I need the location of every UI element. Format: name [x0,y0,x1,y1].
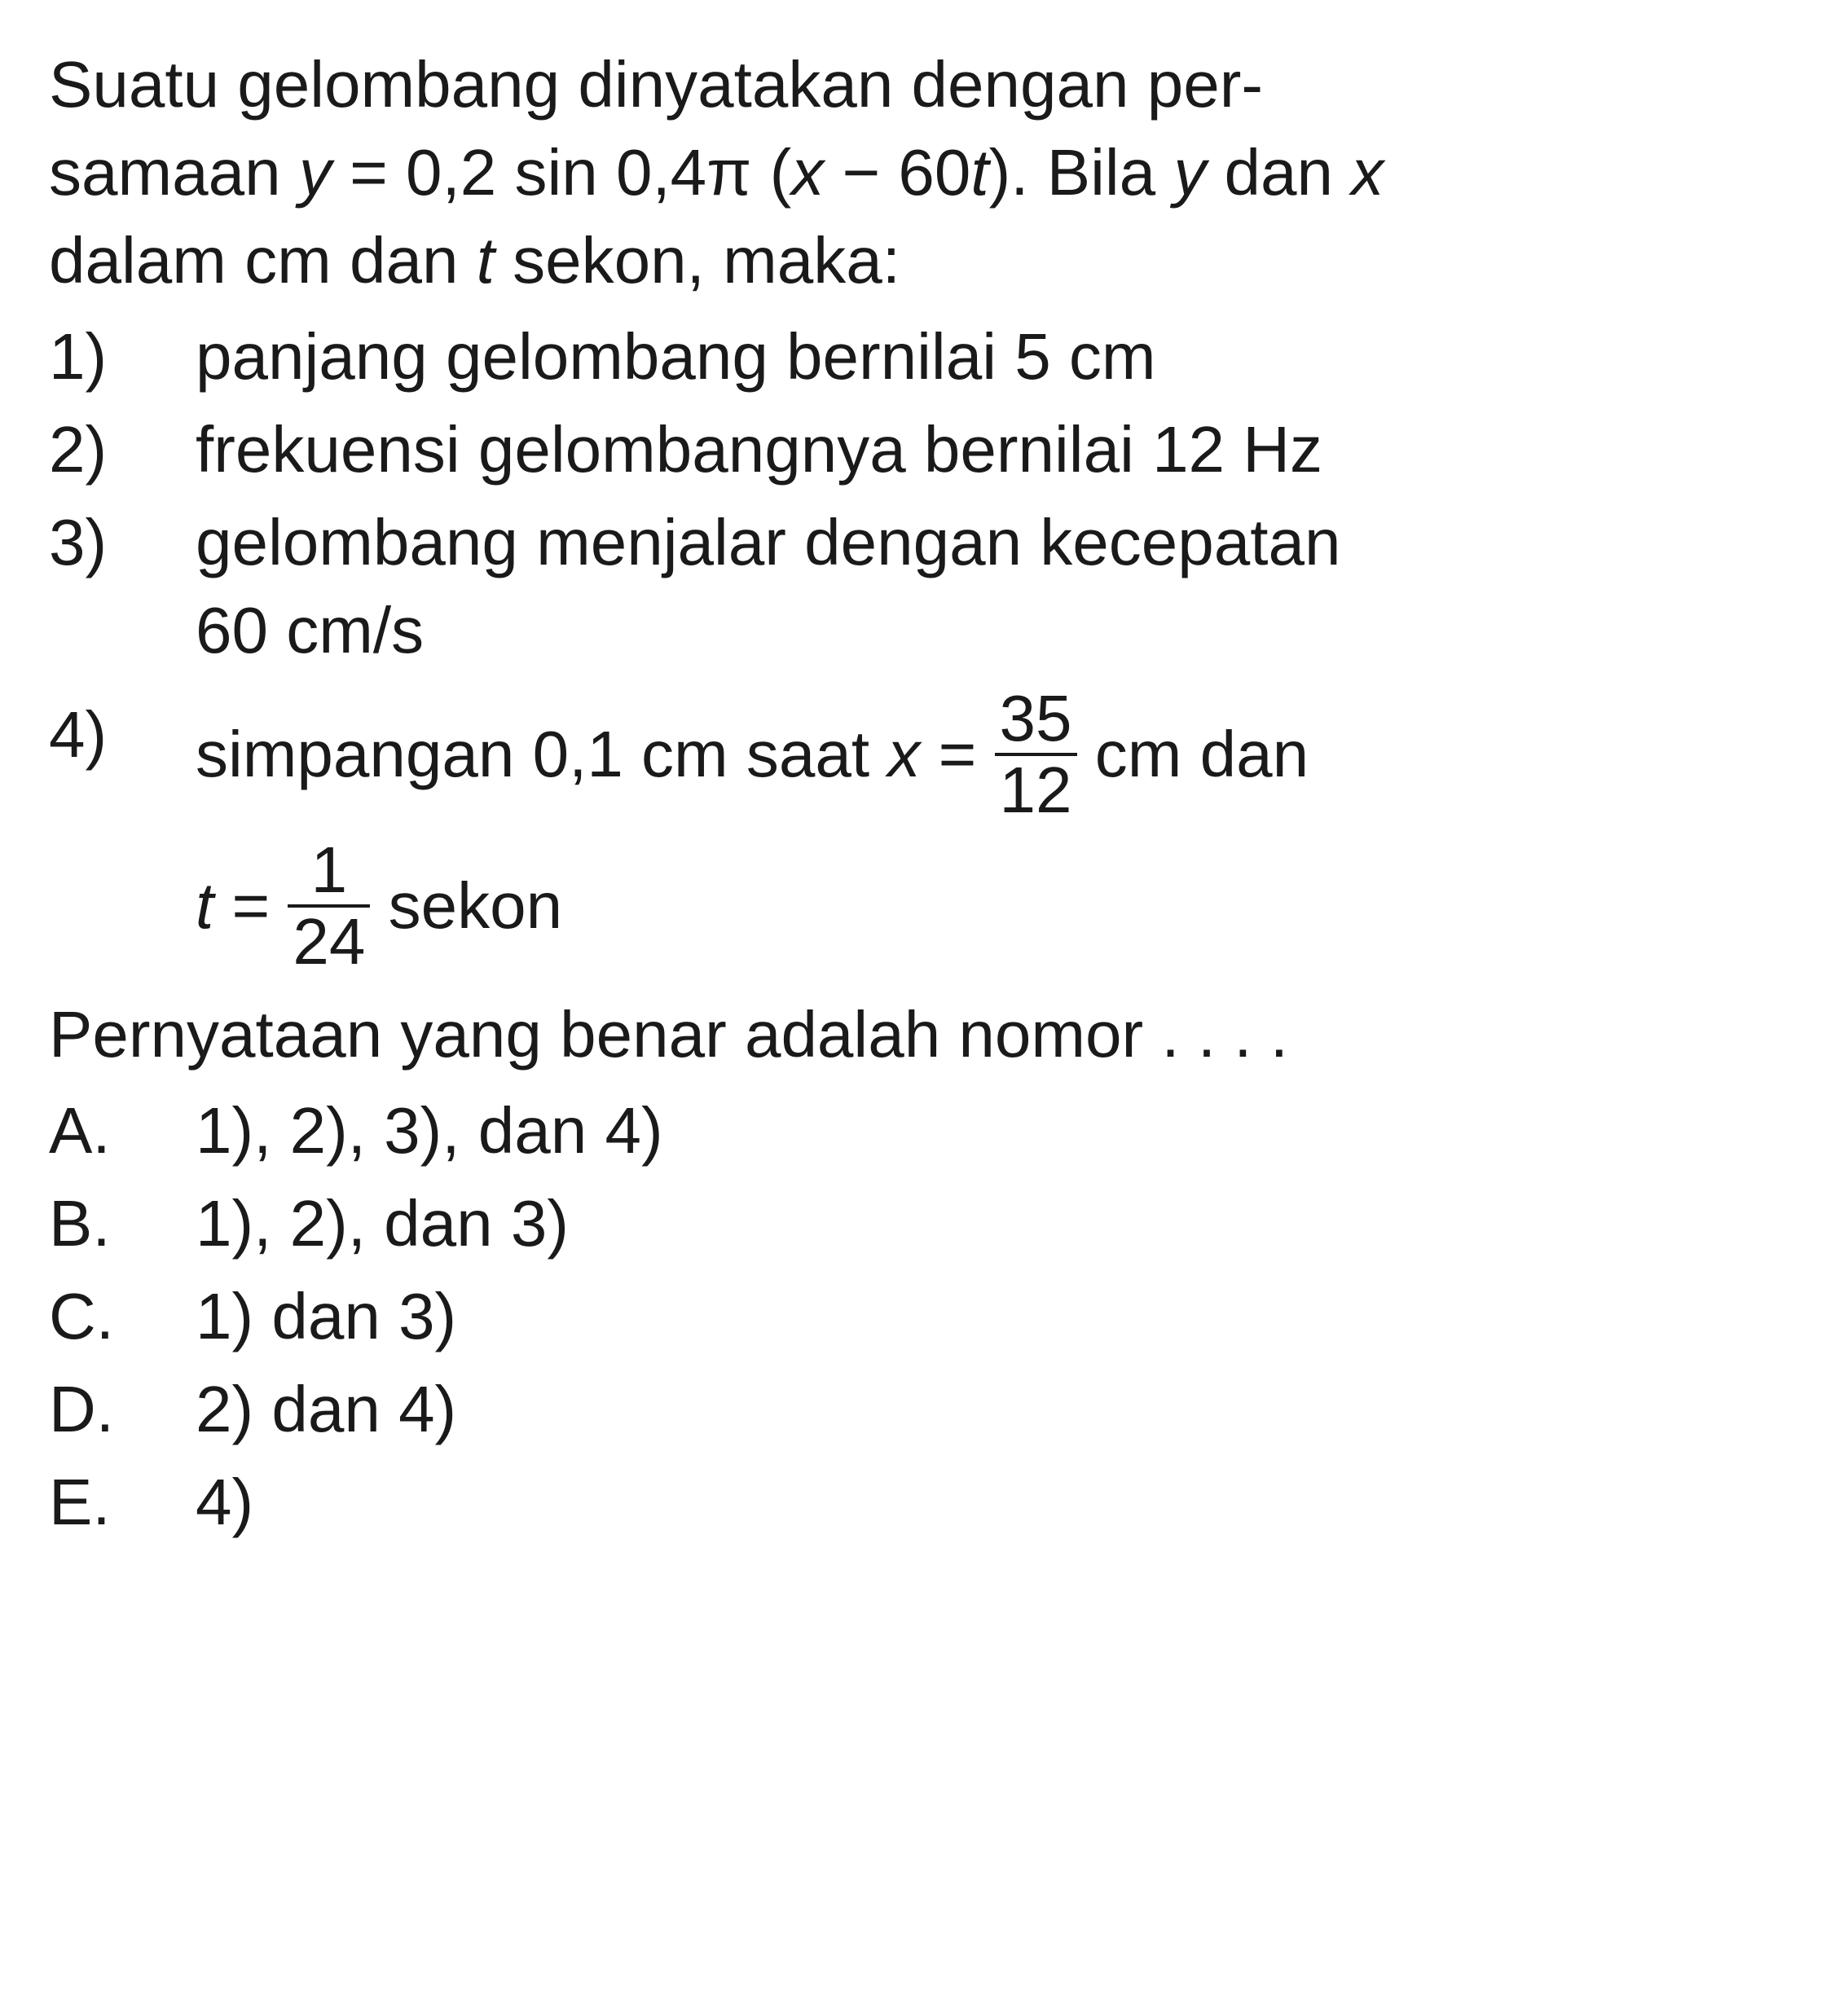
option-d: D. 2) dan 4) [49,1365,1799,1453]
intro-text-line2a: samaan [49,136,299,209]
option-text: 1), 2), 3), dan 4) [196,1087,663,1175]
intro-text-line2c: − 60 [824,136,970,209]
var-x: x [791,136,824,209]
option-marker: A. [49,1087,196,1175]
intro-text-line2e: dan [1206,136,1351,209]
intro-text-line3b: sekon, maka: [495,224,900,297]
problem-container: Suatu gelombang dinyatakan dengan per- s… [49,41,1799,1546]
statement-marker: 2) [49,406,196,494]
option-a: A. 1), 2), 3), dan 4) [49,1087,1799,1175]
option-e: E. 4) [49,1458,1799,1546]
intro-text-line3a: dalam cm dan [49,224,477,297]
intro-text-line1: Suatu gelombang dinyatakan dengan per- [49,48,1263,121]
statement-4-line2: t = 124 sekon [49,842,1799,979]
stmt4-eq2: = [213,869,288,942]
fraction-1-24: 124 [288,838,370,974]
stmt4-eq: = [920,718,994,790]
statement-marker: 1) [49,313,196,401]
problem-intro: Suatu gelombang dinyatakan dengan per- s… [49,41,1799,305]
option-c: C. 1) dan 3) [49,1273,1799,1361]
statement-item-4: 4) simpangan 0,1 cm saat x = 3512 cm dan [49,691,1799,828]
statement-marker: 4) [49,691,196,828]
option-text: 1), 2), dan 3) [196,1180,569,1268]
option-text: 1) dan 3) [196,1273,456,1361]
statement-item-1: 1) panjang gelombang bernilai 5 cm [49,313,1799,401]
stmt4-part1: simpangan 0,1 cm saat [196,718,887,790]
option-marker: C. [49,1273,196,1361]
statement-item-3: 3) gelombang menjalar dengan kecepatan [49,499,1799,587]
statement-item-2: 2) frekuensi gelombangnya bernilai 12 Hz [49,406,1799,494]
statement-text: simpangan 0,1 cm saat x = 3512 cm dan [196,691,1799,828]
fraction-35-12: 3512 [995,686,1077,823]
options-list: A. 1), 2), 3), dan 4) B. 1), 2), dan 3) … [49,1087,1799,1546]
option-marker: B. [49,1180,196,1268]
intro-text-line2d: ). Bila [989,136,1174,209]
stmt4-tail: sekon [370,869,562,942]
var-t: t [970,136,988,209]
fraction-num: 35 [995,686,1077,756]
intro-text-line2b: = 0,2 sin 0,4π ( [332,136,791,209]
stmt4-var-t: t [196,869,213,942]
fraction-num: 1 [288,838,370,908]
var-x-2: x [1351,136,1384,209]
statement-text: gelombang menjalar dengan kecepatan [196,499,1799,587]
question-text: Pernyataan yang benar adalah nomor . . .… [49,991,1799,1079]
option-text: 4) [196,1458,253,1546]
statements-list: 1) panjang gelombang bernilai 5 cm 2) fr… [49,313,1799,979]
statement-marker: 3) [49,499,196,587]
var-y: y [299,136,332,209]
statement-3-line2: 60 cm/s [49,587,1799,675]
stmt4-part2: cm dan [1077,718,1309,790]
var-t-2: t [477,224,495,297]
statement-text: panjang gelombang bernilai 5 cm [196,313,1799,401]
option-marker: E. [49,1458,196,1546]
var-y-2: y [1173,136,1206,209]
fraction-den: 24 [288,908,370,974]
option-text: 2) dan 4) [196,1365,456,1453]
option-b: B. 1), 2), dan 3) [49,1180,1799,1268]
fraction-den: 12 [995,756,1077,823]
option-marker: D. [49,1365,196,1453]
statement-text: frekuensi gelombangnya bernilai 12 Hz [196,406,1799,494]
stmt4-var-x: x [887,718,920,790]
